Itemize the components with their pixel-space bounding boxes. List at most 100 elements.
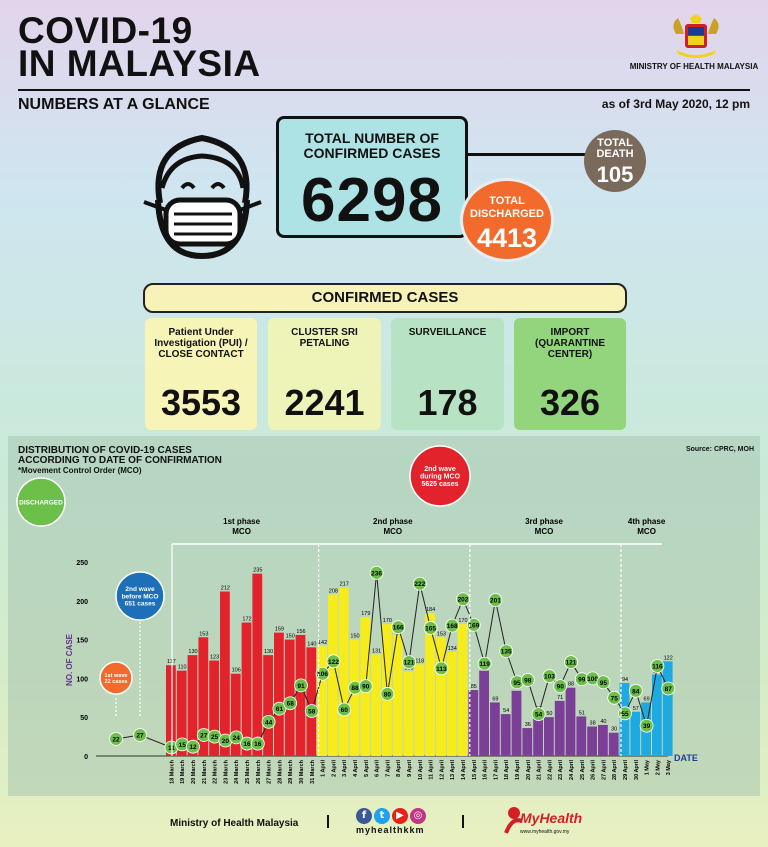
- x-tick-label: 31 March: [310, 759, 316, 783]
- y-tick-label: 0: [84, 754, 88, 761]
- discharged-marker: [229, 730, 244, 745]
- bar: [652, 674, 662, 756]
- discharged-marker: [109, 732, 123, 746]
- discharged-marker: [499, 644, 514, 659]
- bar: [576, 716, 587, 756]
- bar-value-label: 54: [503, 708, 509, 714]
- discharged-marker: [542, 669, 557, 683]
- total-discharged-badge: TOTAL DISCHARGED 4413: [460, 178, 554, 262]
- x-tick-label: 28 March: [277, 759, 283, 783]
- x-tick-label: 1 May: [645, 759, 651, 775]
- distribution-title-2: ACCORDING TO DATE OF CONFIRMATION: [18, 455, 222, 466]
- bar: [230, 673, 241, 756]
- x-tick-label: 22 April: [547, 760, 553, 780]
- x-axis-label: DATE: [674, 753, 698, 763]
- bar-value-label: 142: [318, 640, 327, 646]
- discharged-value-label: 236: [371, 570, 382, 577]
- discharged-marker: [445, 618, 460, 633]
- bar: [166, 665, 176, 756]
- discharged-value-label: 95: [600, 680, 608, 687]
- x-tick-label: 2 April: [331, 760, 337, 777]
- bar: [436, 637, 446, 756]
- discharged-marker: [488, 593, 503, 607]
- discharged-marker: [434, 661, 449, 676]
- bar-value-label: 88: [568, 682, 574, 688]
- bar: [306, 647, 317, 756]
- bar-value-label: 150: [350, 634, 359, 640]
- bar: [403, 671, 414, 756]
- discharged-value-label: 44: [265, 719, 273, 726]
- import-label: IMPORT (QUARANTINE CENTER): [535, 327, 605, 360]
- first-wave-bubble-text: 22 cases: [105, 679, 128, 685]
- discharged-marker: [607, 690, 622, 705]
- discharged-marker: [531, 707, 546, 721]
- discharged-value-label: 222: [414, 581, 425, 588]
- bar-value-label: 85: [471, 684, 477, 690]
- import-card: IMPORT (QUARANTINE CENTER) 326: [514, 318, 626, 430]
- x-tick-label: 12 April: [439, 760, 445, 780]
- discharged-marker: [326, 654, 341, 669]
- death-connector: [468, 153, 586, 156]
- discharged-marker: [553, 679, 568, 694]
- x-tick-label: 26 March: [256, 759, 262, 783]
- discharged-marker: [369, 565, 384, 580]
- social-handle[interactable]: myhealthkkm: [356, 825, 425, 835]
- discharged-legend-text: DISCHARGED: [19, 499, 63, 506]
- twitter-icon[interactable]: t: [374, 808, 390, 824]
- phase-label: 2nd phase: [373, 517, 413, 526]
- bar: [500, 714, 511, 756]
- source-label: Source: CPRC, MOH: [685, 446, 754, 453]
- bar-value-label: 30: [611, 727, 617, 733]
- x-tick-label: 29 March: [288, 759, 294, 783]
- x-tick-label: 21 March: [202, 759, 208, 783]
- discharged-value-label: 54: [535, 712, 543, 719]
- youtube-icon[interactable]: ▶: [392, 808, 408, 824]
- title-line2: IN MALAYSIA: [18, 43, 261, 84]
- discharged-value-label: 60: [341, 707, 349, 714]
- x-tick-label: 28 April: [612, 760, 618, 780]
- discharged-marker: [250, 736, 265, 751]
- x-tick-label: 30 April: [634, 760, 640, 780]
- bar-value-label: 184: [426, 607, 435, 613]
- phase-label: 3rd phase: [525, 517, 563, 526]
- surveillance-card: SURVEILLANCE 178: [391, 318, 504, 430]
- bar: [220, 591, 230, 756]
- bar: [392, 634, 403, 756]
- total-confirmed-value: 6298: [301, 166, 443, 235]
- discharged-marker: [520, 673, 535, 687]
- myhealth-text: MyHealth: [520, 810, 583, 826]
- x-tick-label: 27 April: [601, 760, 607, 780]
- bar-value-label: 69: [492, 696, 498, 702]
- bar-value-label: 150: [286, 634, 295, 640]
- discharged-marker: [466, 617, 481, 632]
- discharged-value-label: 100: [587, 676, 598, 683]
- discharged-value-label: 75: [611, 695, 619, 702]
- x-tick-label: 24 April: [569, 760, 575, 780]
- discharged-value-label: 84: [632, 688, 640, 695]
- discharged-marker: [639, 718, 654, 733]
- x-tick-label: 4 April: [353, 760, 359, 777]
- confirmed-cases-header: CONFIRMED CASES: [143, 283, 627, 313]
- cluster-label: CLUSTER SRI PETALING: [291, 327, 358, 349]
- face-mask-icon: [143, 134, 262, 260]
- bar: [511, 690, 522, 756]
- bar-value-label: 140: [307, 641, 316, 647]
- instagram-icon[interactable]: ◎: [410, 808, 426, 824]
- bar-value-label: 179: [361, 611, 370, 617]
- bar-value-label: 94: [622, 677, 628, 683]
- discharged-marker: [661, 681, 676, 696]
- x-tick-label: 16 April: [483, 760, 489, 780]
- footer-separator-2: [462, 815, 464, 828]
- bar-value-label: 170: [458, 618, 467, 624]
- bar: [317, 645, 327, 756]
- discharged-marker: [650, 659, 665, 673]
- bar-value-label: 170: [383, 618, 392, 624]
- x-tick-label: 3 May: [666, 759, 672, 775]
- facebook-icon[interactable]: f: [356, 808, 372, 824]
- bar-value-label: 217: [340, 582, 349, 588]
- x-tick-label: 20 April: [526, 760, 532, 780]
- discharged-value-label: 22: [112, 736, 120, 743]
- myhealth-url: www.myhealth.gov.my: [520, 829, 570, 835]
- phase-label-sub: MCO: [637, 527, 656, 536]
- discharged-value-label: 121: [566, 660, 577, 667]
